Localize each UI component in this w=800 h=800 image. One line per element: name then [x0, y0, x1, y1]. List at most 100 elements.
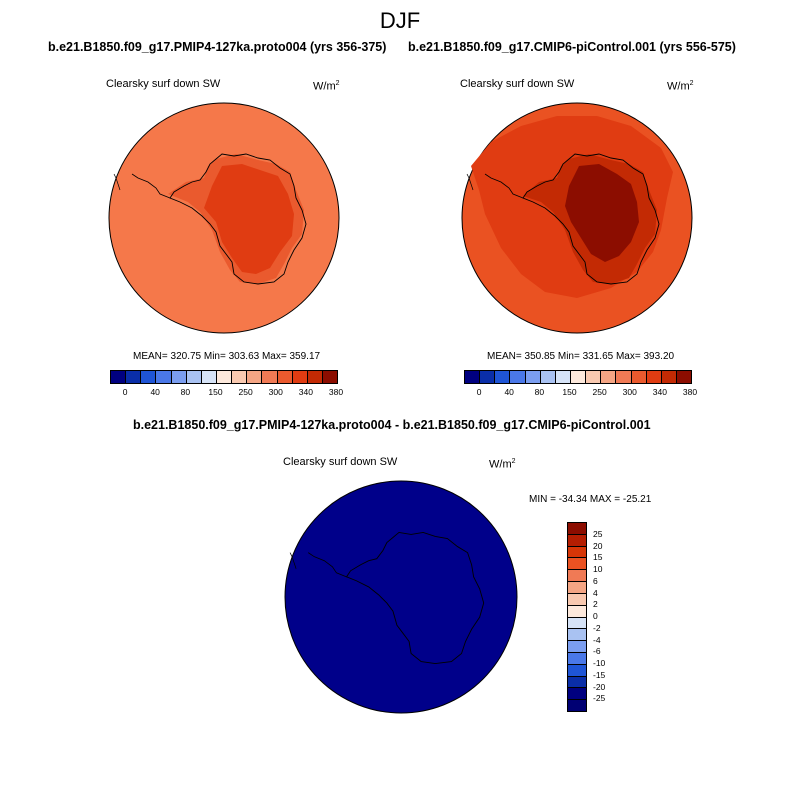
colorbar-swatch	[568, 641, 586, 653]
colorbar-swatch	[661, 371, 677, 383]
colorbar-tick-label: 250	[238, 387, 253, 397]
colorbar-swatch	[568, 700, 586, 711]
colorbar-swatch	[201, 371, 217, 383]
diff-island-outline	[289, 552, 297, 569]
colorbar-swatch	[568, 664, 586, 677]
left-units: W/m2	[313, 80, 340, 93]
colorbar-swatch	[646, 371, 662, 383]
colorbar-swatch	[465, 371, 481, 383]
diff-units: W/m2	[489, 458, 516, 471]
colorbar-tick-label: 20	[593, 540, 603, 551]
colorbar-swatch	[570, 371, 587, 383]
colorbar-swatch	[216, 371, 233, 383]
colorbar-swatch	[601, 371, 617, 383]
colorbar-tick-label: 380	[328, 387, 344, 397]
colorbar-tick-label: 40	[504, 387, 514, 397]
right-stats: MEAN= 350.85 Min= 331.65 Max= 393.20	[487, 351, 675, 362]
diff-colorbar	[567, 522, 587, 712]
diff-polar-map	[284, 480, 518, 714]
right-case-title: b.e21.B1850.f09_g17.CMIP6-piControl.001 …	[408, 40, 736, 54]
colorbar-swatch	[156, 371, 172, 383]
colorbar-tick-label: 15	[593, 552, 603, 563]
left-stats: MEAN= 320.75 Min= 303.63 Max= 359.17	[133, 351, 321, 362]
colorbar-swatch	[586, 371, 602, 383]
colorbar-swatch	[322, 371, 338, 383]
colorbar-tick-label: 340	[652, 387, 667, 397]
colorbar-tick-label: 4	[593, 587, 598, 598]
colorbar-swatch	[307, 371, 323, 383]
left-case-title: b.e21.B1850.f09_g17.PMIP4-127ka.proto004…	[48, 40, 387, 54]
colorbar-tick-label: 250	[592, 387, 607, 397]
colorbar-swatch	[568, 534, 586, 547]
diff-variable-label: Clearsky surf down SW	[283, 456, 398, 468]
right-map-plateau	[565, 164, 639, 262]
right-variable-label: Clearsky surf down SW	[460, 78, 575, 90]
colorbar-tick-label: 2	[593, 599, 598, 610]
colorbar-swatch	[568, 688, 586, 701]
left-island-outline	[113, 173, 121, 191]
colorbar-tick-label: 300	[268, 387, 283, 397]
diff-colorbar-labels: 25 20 15 10 6 4 2 0 -2 -4 -6 -10 -15 -20 -25	[593, 522, 623, 710]
colorbar-tick-label: 340	[298, 387, 313, 397]
colorbar-tick-label: -15	[593, 669, 606, 680]
left-polar-map	[108, 102, 340, 334]
colorbar-swatch	[525, 371, 541, 383]
right-peninsula-outline	[484, 173, 524, 199]
colorbar-swatch	[568, 676, 586, 689]
colorbar-swatch	[510, 371, 526, 383]
colorbar-tick-label: 10	[593, 564, 603, 574]
colorbar-swatch	[568, 593, 586, 606]
colorbar-tick-label: 80	[180, 387, 191, 397]
colorbar-tick-label: 80	[534, 387, 545, 397]
colorbar-swatch	[540, 371, 556, 383]
colorbar-tick-label: 150	[562, 387, 577, 397]
season-title: DJF	[379, 8, 421, 33]
colorbar-tick-label: -4	[593, 634, 601, 645]
colorbar-swatch	[568, 629, 586, 642]
colorbar-tick-label: -6	[593, 646, 601, 657]
right-colorbar	[464, 370, 692, 384]
colorbar-swatch	[232, 371, 248, 383]
colorbar-swatch	[568, 570, 586, 583]
colorbar-tick-label: 40	[150, 387, 160, 397]
diff-antarctic-coastline	[345, 531, 485, 665]
colorbar-swatch	[568, 652, 586, 665]
colorbar-swatch	[568, 546, 586, 559]
left-colorbar-labels: 0 40 80 150 250 300 340 380	[110, 387, 343, 399]
colorbar-swatch	[616, 371, 632, 383]
diff-case-title: b.e21.B1850.f09_g17.PMIP4-127ka.proto004…	[133, 418, 651, 432]
colorbar-swatch	[171, 371, 187, 383]
colorbar-swatch	[262, 371, 278, 383]
left-map-plateau	[204, 164, 294, 274]
colorbar-swatch	[568, 582, 586, 594]
colorbar-tick-label: 25	[593, 528, 603, 539]
colorbar-tick-label: -10	[593, 658, 606, 668]
colorbar-swatch	[568, 605, 586, 618]
right-island-outline	[466, 173, 474, 191]
colorbar-swatch	[247, 371, 263, 383]
colorbar-swatch	[277, 371, 293, 383]
colorbar-tick-label: 0	[122, 387, 128, 397]
diff-peninsula-outline	[307, 552, 347, 578]
colorbar-swatch	[186, 371, 202, 383]
colorbar-swatch	[495, 371, 511, 383]
colorbar-tick-label: -2	[593, 622, 601, 633]
colorbar-swatch	[111, 371, 127, 383]
right-colorbar-labels: 0 40 80 150 250 300 340 380	[464, 387, 697, 399]
colorbar-swatch	[631, 371, 647, 383]
right-units: W/m2	[667, 80, 694, 93]
colorbar-swatch	[555, 371, 571, 383]
colorbar-tick-label: -20	[593, 681, 606, 692]
left-colorbar	[110, 370, 338, 384]
colorbar-swatch	[568, 523, 586, 535]
diff-stats: MIN = -34.34 MAX = -25.21	[529, 494, 652, 505]
left-variable-label: Clearsky surf down SW	[106, 78, 221, 90]
right-antarctic-coastline	[522, 153, 660, 285]
colorbar-tick-label: -25	[593, 693, 606, 704]
colorbar-swatch	[141, 371, 157, 383]
right-polar-map	[461, 102, 693, 334]
colorbar-swatch	[676, 371, 692, 383]
colorbar-swatch	[568, 558, 586, 571]
colorbar-tick-label: 380	[682, 387, 698, 397]
colorbar-swatch	[568, 617, 586, 630]
